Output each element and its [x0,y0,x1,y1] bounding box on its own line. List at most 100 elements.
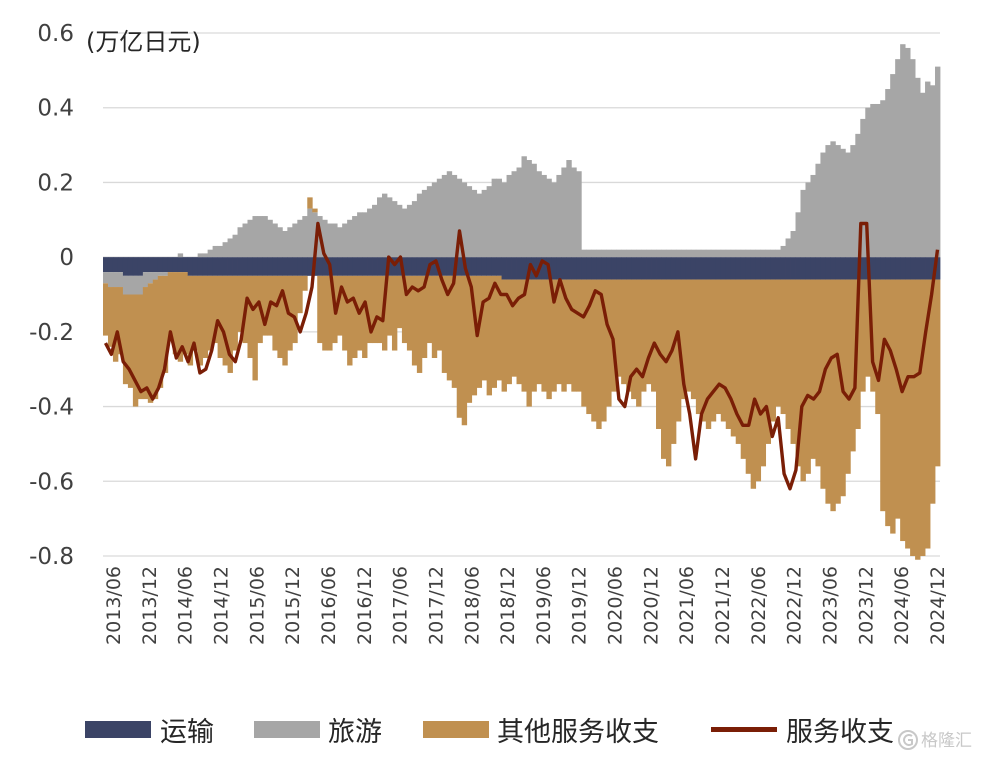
bar-segment [282,257,288,276]
bar-segment [710,249,717,258]
bar-segment [690,257,697,280]
bar-segment [860,279,866,392]
bar-segment [426,186,433,258]
bar-segment [516,257,522,280]
bar-segment [805,257,811,280]
bar-segment [307,197,313,209]
bar-segment [571,257,577,280]
bar-segment [112,287,119,362]
bar-segment [207,257,214,276]
bar-segment [192,257,199,276]
bar-segment [895,59,901,258]
bar-segment [845,279,851,474]
bar-segment [372,257,378,276]
bar-segment [481,189,488,258]
bar-segment [277,275,283,359]
bar-segment [780,279,786,415]
bar-segment [656,249,662,258]
bar-segment [137,275,144,295]
series-line [103,221,940,491]
bar-segment [591,279,597,422]
bar-segment [172,272,179,355]
bar-segment [785,279,791,429]
legend-swatch-other [423,721,489,738]
bar-segment [396,204,403,258]
bar-segment [700,279,707,422]
bar-segment [835,257,841,280]
x-tick-label: 2021/06 [676,566,698,645]
bar-segment [875,257,881,280]
bar-segment [636,249,642,258]
bar-segment [107,287,114,347]
bar-segment [501,182,507,258]
bar-segment [865,279,871,377]
legend-swatch-transport [85,721,151,738]
bar-segment [626,279,632,392]
bar-segment [935,257,941,280]
bar-segment [830,141,836,258]
x-tick-label: 2017/12 [425,566,447,645]
bar-segment [611,249,617,258]
bar-segment [601,249,607,258]
bar-segment [900,279,906,542]
bar-segment [651,249,657,258]
bar-segment [710,257,717,280]
bar-segment [162,257,169,273]
bar-segment [825,257,831,280]
bar-segment [820,257,826,280]
bar-segment [561,279,567,392]
bar-segment [685,257,692,280]
bar-segment [715,279,722,415]
bar-segment [665,249,672,258]
bar-segment [596,249,602,258]
bar-segment [217,275,223,359]
bar-segment [760,279,767,467]
bar-segment [267,257,273,276]
bar-segment [621,257,627,280]
bar-segment [775,279,781,407]
bar-segment [377,275,383,344]
bar-segment [641,249,647,258]
bar-segment [521,279,527,392]
bar-segment [317,275,323,344]
bar-segment [735,257,742,280]
y-tick-label: -0.4 [29,395,74,421]
bar-segment [347,219,353,258]
bar-segment [491,178,497,258]
bar-segment [481,257,488,276]
x-tick-label: 2022/06 [748,566,770,645]
bar-segment [571,279,577,392]
bar-segment [690,249,697,258]
bar-segment [317,257,323,276]
bar-segment [710,279,717,422]
bar-segment [352,216,358,258]
bar-segment [621,249,627,258]
bar-segment [915,257,921,280]
bar-segment [745,249,752,258]
bar-segment [705,257,712,280]
x-tick-label: 2020/12 [640,566,662,645]
bar-segment [725,257,732,280]
bar-segment [925,257,931,280]
bar-segment [147,283,154,403]
bar-segment [720,249,727,258]
bar-segment [920,92,926,258]
bar-segment [262,275,268,336]
bar-segment [805,182,811,258]
bar-segment [915,77,921,258]
bar-segment [740,279,747,459]
x-tick-label: 2013/06 [103,566,125,645]
bar-segment [282,230,288,258]
bar-segment [292,257,298,276]
bar-segment [441,275,448,373]
bar-segment [391,257,398,276]
bar-segment [601,279,607,422]
bar-segment [765,257,772,280]
bar-segment [421,257,428,276]
bar-segment [631,257,637,280]
bar-segment [481,275,488,381]
bar-segment [103,272,109,284]
bar-segment [616,249,622,258]
bar-segment [227,257,233,276]
